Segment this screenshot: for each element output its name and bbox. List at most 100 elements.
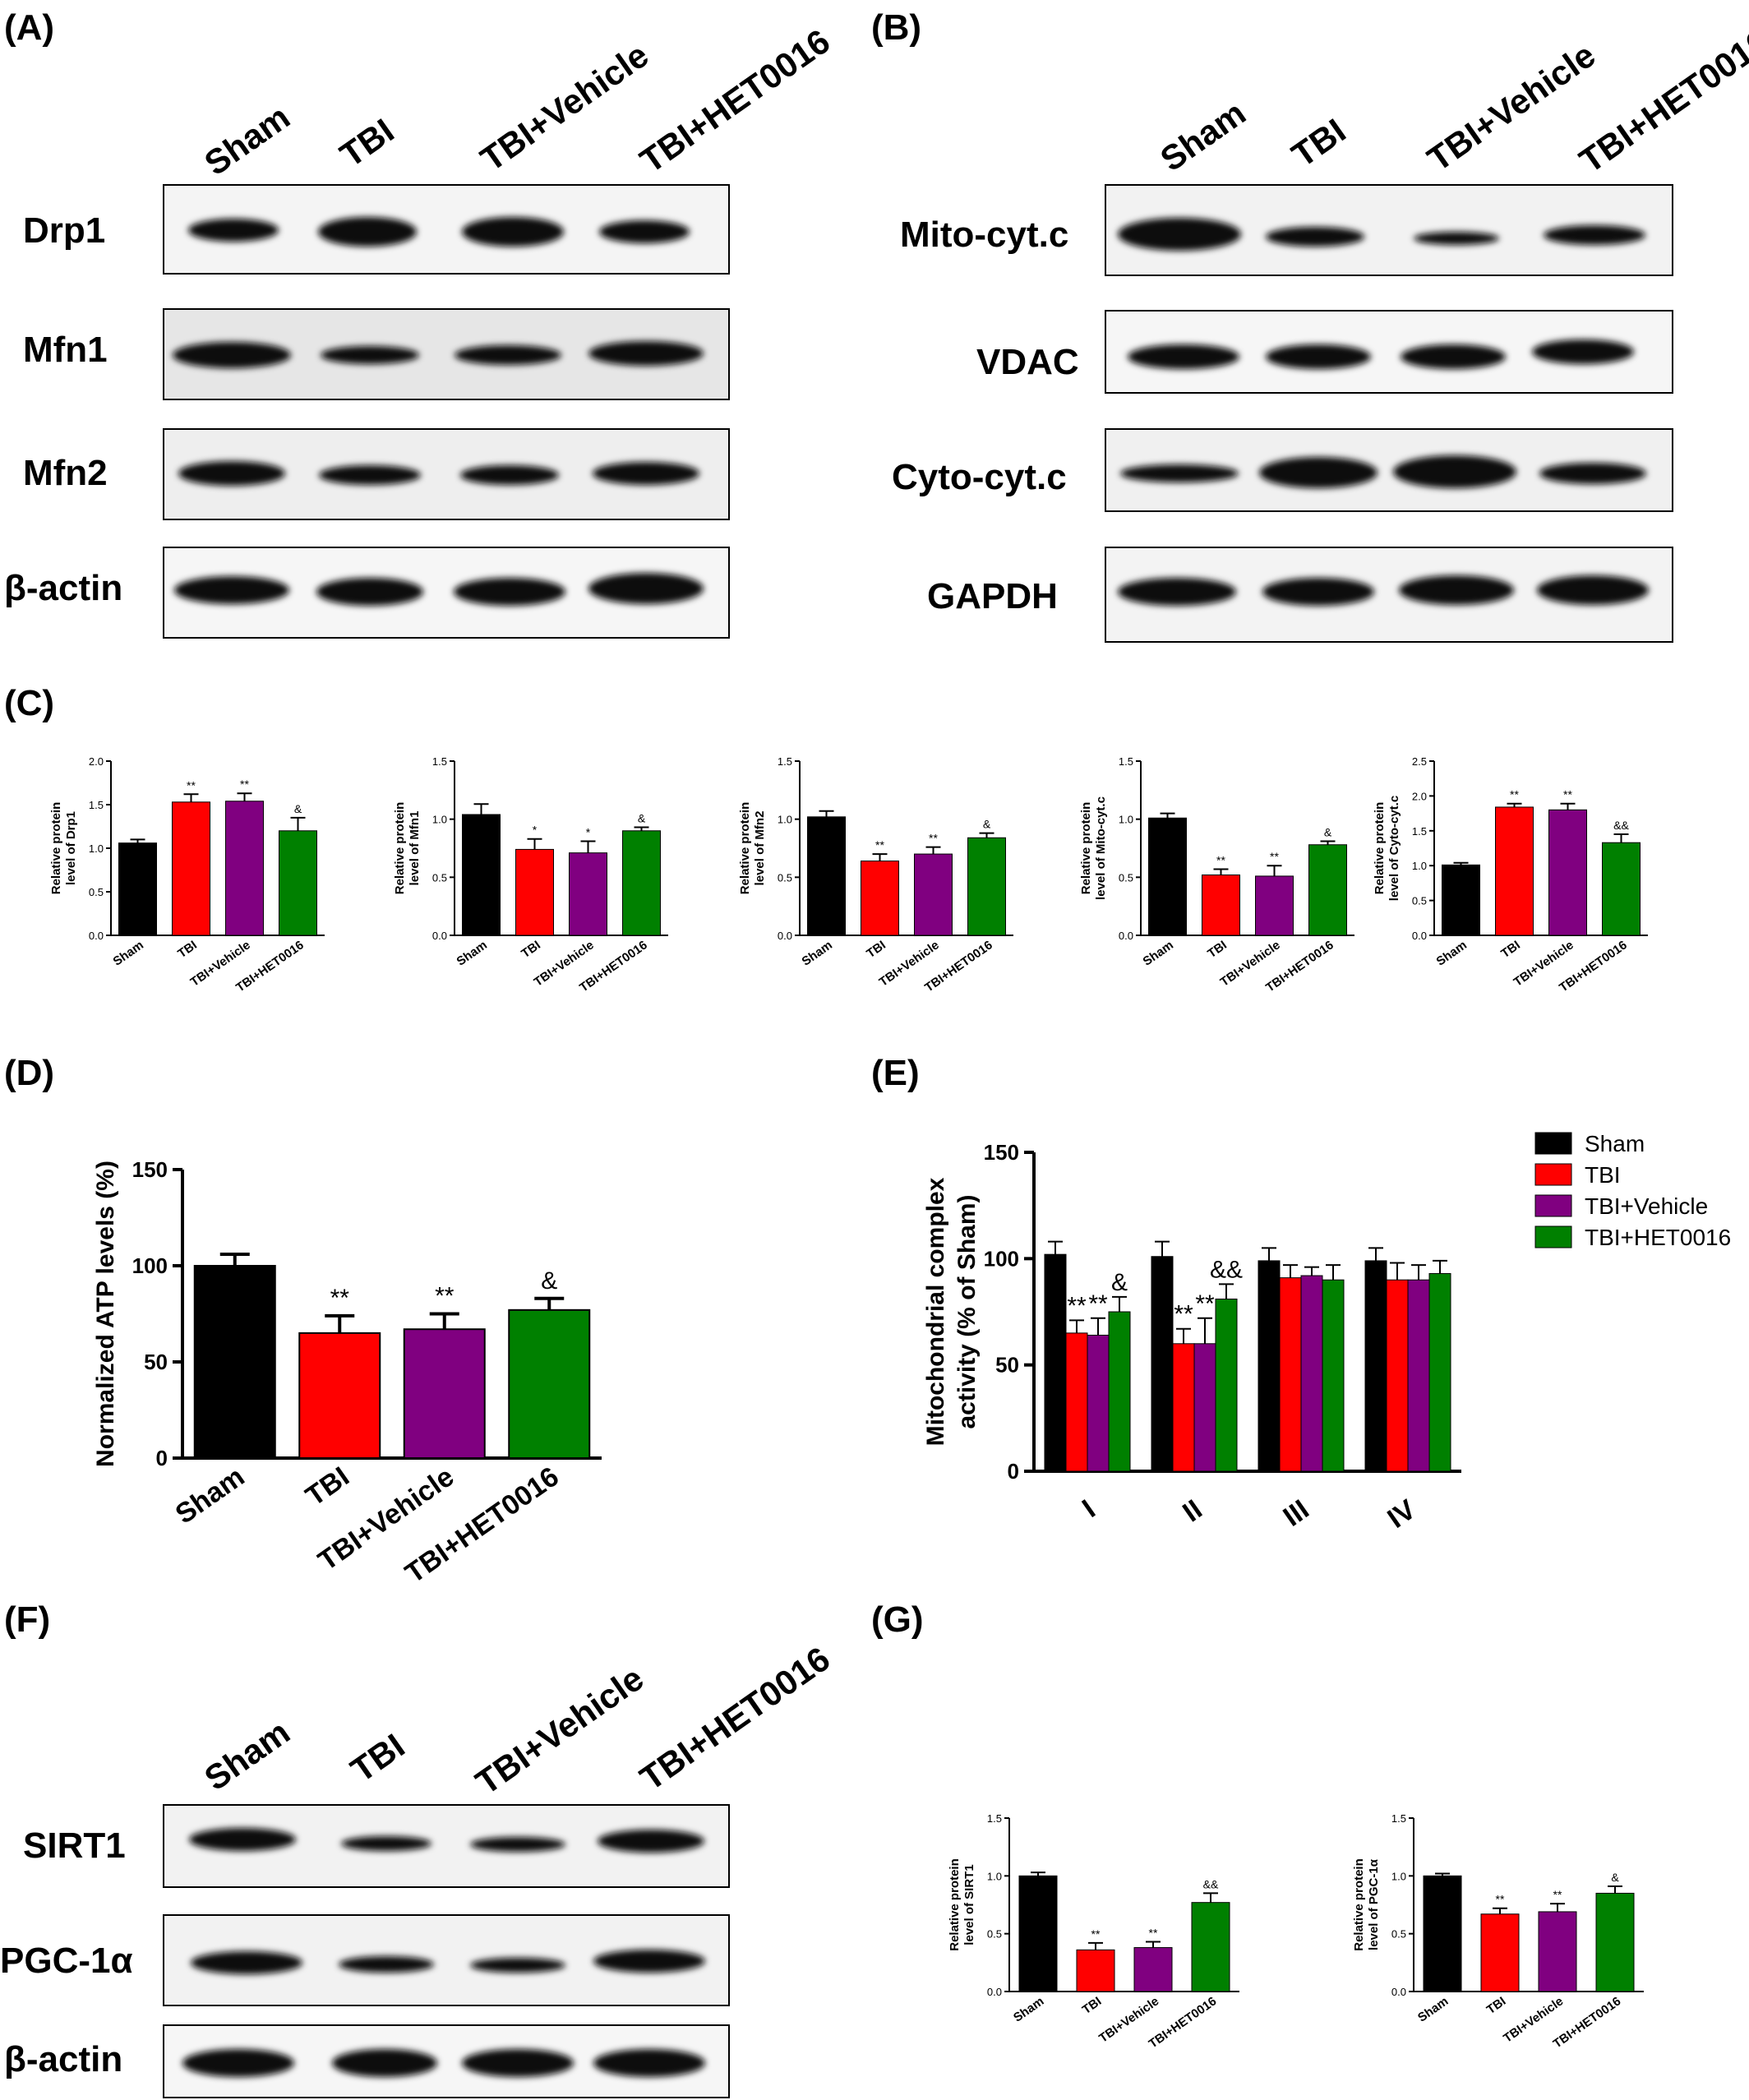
- blot-strip-sirt1: [163, 1804, 730, 1888]
- x-tick-label: Sham: [1434, 938, 1470, 968]
- protein-label-mito-cytc: Mito-cyt.c: [900, 215, 1068, 255]
- significance-marker: &: [638, 812, 646, 825]
- panel-label-a: (A): [4, 7, 54, 48]
- protein-label-gapdh: GAPDH: [927, 576, 1058, 616]
- bar-tbi-het0016: [1308, 844, 1347, 936]
- y-axis-title: Relative protein: [1079, 802, 1093, 895]
- significance-marker: **: [1088, 1290, 1108, 1318]
- y-tick-label: 0.0: [1412, 930, 1427, 942]
- bar-tbi: [861, 861, 899, 936]
- significance-marker: **: [1067, 1292, 1087, 1319]
- significance-marker: &&: [1613, 819, 1629, 832]
- y-tick-label: 0.0: [778, 930, 792, 942]
- bar-sham: [193, 1265, 276, 1459]
- y-tick-label: 0.0: [89, 930, 104, 942]
- blot-strip-drp1: [163, 184, 730, 275]
- significance-marker: **: [1563, 788, 1572, 801]
- y-axis-title: level of Mfn2: [753, 811, 767, 886]
- x-tick-label: Sham: [111, 938, 146, 968]
- x-tick-label: III: [1278, 1493, 1315, 1532]
- y-tick-label: 2.5: [1412, 755, 1427, 768]
- bar-tbi-vehicle: [1548, 809, 1587, 936]
- protein-label-mfn1: Mfn1: [23, 330, 108, 370]
- bar-tbi-iv: [1386, 1279, 1409, 1472]
- y-tick-label: 0.0: [432, 930, 447, 942]
- lane-label-tbi: TBI: [333, 111, 400, 174]
- significance-marker: *: [586, 826, 591, 839]
- significance-marker: **: [1510, 788, 1519, 801]
- blot-strip-mfn1: [163, 308, 730, 400]
- y-tick-label: 1.0: [89, 842, 104, 855]
- blot-strip-gapdh: [1105, 547, 1673, 643]
- x-tick-label: Sham: [1141, 938, 1176, 968]
- y-tick-label: 1.0: [1412, 860, 1427, 872]
- y-tick-label: 100: [132, 1253, 168, 1278]
- bar-tbi: [1076, 1949, 1115, 1992]
- significance-marker: **: [1174, 1301, 1193, 1328]
- lane-label-tbi-het0016: TBI+HET0016: [633, 21, 837, 180]
- bar-tbi-het0016: [508, 1308, 591, 1459]
- bar-tbi: [172, 801, 210, 936]
- legend-swatch-sham: [1534, 1132, 1572, 1155]
- significance-marker: *: [533, 824, 538, 837]
- y-axis-title: Relative protein: [948, 1858, 962, 1951]
- protein-label-pgc1a: PGC-1α: [0, 1941, 133, 1981]
- y-tick-label: 150: [984, 1140, 1019, 1165]
- bar-tbi-het0016: [279, 830, 317, 936]
- y-tick-label: 100: [984, 1246, 1019, 1271]
- y-tick-label: 1.5: [89, 799, 104, 811]
- significance-marker: **: [1270, 850, 1279, 863]
- western-blot-a: Sham TBI TBI+Vehicle TBI+HET0016 Drp1 Mf…: [4, 21, 837, 639]
- y-tick-label: 2.0: [89, 755, 104, 768]
- significance-marker: &: [983, 818, 991, 831]
- significance-marker: **: [1149, 1927, 1158, 1940]
- x-tick-label: TBI: [864, 938, 888, 961]
- bar-sham: [462, 814, 501, 936]
- bar-sham: [1423, 1875, 1462, 1992]
- y-axis-title: level of Cyto-cyt.c: [1387, 796, 1401, 901]
- western-blot-b: Sham TBI TBI+Vehicle TBI+HET0016 Mito-cy…: [892, 21, 1749, 643]
- y-axis-title: Relative protein: [1352, 1858, 1366, 1951]
- lane-label-sham: Sham: [197, 97, 297, 182]
- y-axis-title: activity (% of Sham): [953, 1194, 981, 1428]
- significance-marker: **: [1195, 1290, 1215, 1318]
- x-tick-label: Sham: [800, 938, 835, 968]
- protein-label-vdac: VDAC: [976, 342, 1079, 382]
- legend-swatch-tbi-vehicle: [1534, 1194, 1572, 1217]
- bar-tbi-vehicle: [569, 852, 607, 936]
- x-tick-label: I: [1077, 1493, 1101, 1524]
- x-tick-label: TBI: [1484, 1994, 1509, 2017]
- y-tick-label: 1.0: [1119, 814, 1133, 826]
- protein-label-cyto-cytc: Cyto-cyt.c: [892, 457, 1067, 497]
- x-tick-label: TBI: [1080, 1994, 1105, 2017]
- lane-label-tbi: TBI: [344, 1726, 411, 1789]
- bar-tbi-vehicle: [403, 1328, 486, 1459]
- bar-tbi-vehicle-ii: [1193, 1343, 1216, 1472]
- x-tick-label: TBI: [1498, 938, 1523, 961]
- y-tick-label: 0.0: [987, 1986, 1002, 1998]
- bar-chart-drp1: 0.0 0.5 1.0 1.5 2.0 Relative protein level of …: [49, 755, 325, 995]
- y-tick-label: 0.5: [1412, 895, 1427, 907]
- y-tick-label: 1.0: [987, 1870, 1002, 1882]
- x-tick-label: IV: [1382, 1493, 1421, 1535]
- bar-chart-sirt1: 0.0 0.5 1.0 1.5 Relative protein level of SIR…: [948, 1812, 1239, 2052]
- bar-tbi-het0016: [967, 837, 1006, 936]
- y-axis-title: level of Drp1: [64, 811, 78, 885]
- significance-marker: **: [1496, 1893, 1505, 1906]
- bar-tbi-vehicle: [914, 853, 953, 936]
- blot-strip-vdac: [1105, 310, 1673, 394]
- y-tick-label: 1.5: [432, 755, 447, 768]
- y-tick-label: 0.5: [987, 1928, 1002, 1941]
- significance-marker: **: [1216, 853, 1225, 866]
- bar-tbi-vehicle: [1538, 1911, 1577, 1992]
- protein-label-beta-actin: β-actin: [4, 2039, 122, 2079]
- panel-label-g: (G): [871, 1599, 924, 1640]
- y-tick-label: 0.0: [1391, 1986, 1406, 1998]
- legend-label: Sham: [1585, 1131, 1645, 1156]
- y-tick-label: 0.5: [432, 871, 447, 884]
- lane-label-tbi: TBI: [1285, 111, 1352, 174]
- y-tick-label: 1.5: [778, 755, 792, 768]
- y-tick-label: 0.5: [89, 886, 104, 898]
- significance-marker: &: [1324, 826, 1332, 839]
- bar-sham: [807, 816, 846, 936]
